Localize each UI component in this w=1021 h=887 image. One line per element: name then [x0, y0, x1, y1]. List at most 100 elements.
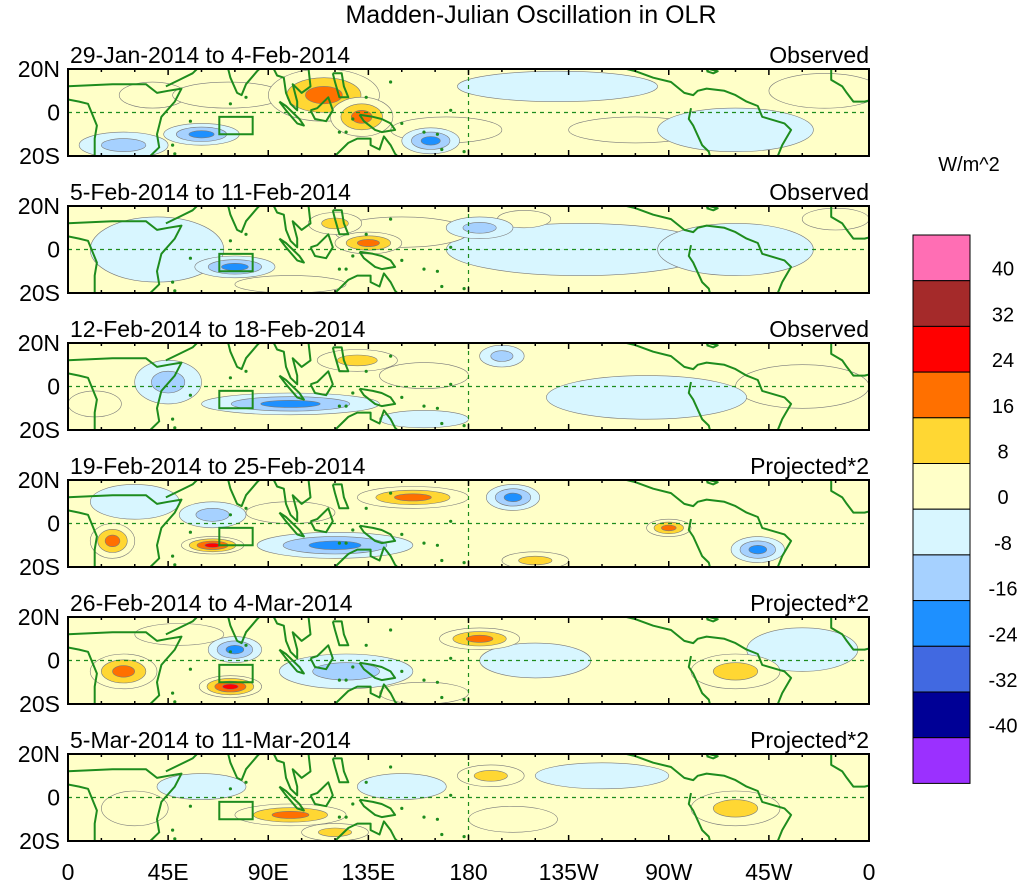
- island: [422, 541, 426, 545]
- coastline: [272, 206, 312, 249]
- coastline: [272, 343, 312, 386]
- status-label: Projected*2: [750, 590, 869, 616]
- island: [462, 698, 466, 702]
- island: [400, 806, 404, 811]
- x-tick-label: 135W: [539, 859, 599, 885]
- coastline: [333, 683, 399, 704]
- colorbar-swatch: [912, 645, 971, 693]
- period-label: 5-Mar-2014 to 11-Mar-2014: [70, 727, 351, 753]
- coastline: [358, 250, 397, 271]
- olr-anomaly-contour: [156, 773, 247, 800]
- island: [449, 108, 453, 112]
- island: [462, 424, 466, 428]
- olr-anomaly-contour: [661, 524, 677, 532]
- coastline: [165, 754, 199, 773]
- island: [364, 643, 368, 647]
- coastline: [622, 480, 793, 567]
- island: [364, 95, 368, 99]
- coastline: [687, 655, 711, 704]
- olr-anomaly-contour: [534, 762, 670, 790]
- island: [228, 376, 232, 380]
- index-box: [218, 526, 254, 547]
- olr-anomaly-contour: [462, 222, 497, 234]
- coastline: [333, 820, 399, 841]
- island: [244, 780, 248, 784]
- coastline: [226, 480, 261, 508]
- island: [351, 802, 355, 806]
- olr-anomaly-contour: [305, 86, 343, 105]
- coastline: [622, 343, 793, 430]
- coastline: [68, 783, 98, 841]
- olr-anomaly-contour: [748, 544, 767, 555]
- chart-title: Madden-Julian Oscillation in OLR: [345, 1, 716, 29]
- island: [351, 665, 355, 669]
- coastline: [165, 206, 199, 225]
- coastline: [68, 357, 183, 430]
- island: [389, 491, 393, 495]
- island: [422, 404, 426, 408]
- island: [188, 667, 192, 671]
- coastline: [165, 617, 199, 636]
- anomaly-field: [101, 762, 781, 841]
- island: [364, 232, 368, 236]
- island: [422, 815, 426, 819]
- island: [440, 147, 444, 152]
- olr-anomaly-contour: [112, 665, 136, 678]
- island: [400, 258, 404, 262]
- coastline: [68, 83, 183, 156]
- coastline: [622, 206, 793, 293]
- coastline: [687, 381, 711, 430]
- coastline: [309, 96, 334, 123]
- coastlines: [68, 617, 869, 704]
- y-tick-label: 0: [47, 374, 60, 400]
- island: [337, 267, 341, 271]
- island: [244, 232, 248, 236]
- coastline: [309, 507, 334, 534]
- coastline: [358, 798, 397, 819]
- coastline: [333, 409, 399, 430]
- period-label: 5-Feb-2014 to 11-Feb-2014: [70, 179, 351, 205]
- period-label: 26-Feb-2014 to 4-Mar-2014: [70, 590, 353, 616]
- island: [344, 541, 348, 545]
- island: [435, 543, 439, 547]
- colorbar-level-label: 8: [997, 442, 1008, 464]
- x-tick-marks: [67, 69, 870, 156]
- map-panel: 20N 0 20S 5-Mar-2014 to 11-Mar-2014 Projecte…: [18, 727, 870, 854]
- olr-anomaly-contour: [394, 493, 432, 502]
- coastline: [68, 768, 183, 841]
- island: [440, 558, 444, 563]
- island: [351, 254, 355, 258]
- map-panel: 20N 0 20S 5-Feb-2014 to 11-Feb-2014 Observed: [18, 179, 870, 306]
- island: [440, 284, 444, 289]
- olr-anomaly-contour: [379, 410, 469, 429]
- island: [228, 102, 232, 106]
- olr-anomaly-contour: [546, 375, 747, 420]
- coastline: [226, 343, 261, 371]
- colorbar-swatch: [912, 417, 971, 464]
- island: [422, 130, 426, 134]
- island: [188, 804, 192, 808]
- map-panel: 20N 0 20S 19-Feb-2014 to 25-Feb-2014 Project…: [18, 453, 870, 580]
- y-tick-label: 20S: [19, 417, 60, 443]
- olr-anomaly-contour: [225, 644, 245, 655]
- island: [228, 787, 232, 791]
- island: [389, 217, 393, 221]
- anomaly-field: [89, 484, 785, 567]
- x-tick-label: 0: [62, 859, 75, 885]
- olr-anomaly-contour: [101, 138, 147, 152]
- coastline: [226, 69, 261, 97]
- coastlines: [68, 480, 869, 567]
- island: [244, 369, 248, 373]
- coastline: [272, 480, 312, 523]
- colorbar-level-label: -24: [989, 624, 1018, 646]
- x-tick-label: 90E: [248, 859, 289, 885]
- island: [449, 793, 453, 797]
- olr-anomaly-contour: [101, 790, 169, 827]
- coastline: [272, 754, 312, 797]
- coastline: [687, 792, 711, 841]
- y-tick-label: 20N: [18, 467, 60, 493]
- coastline: [278, 785, 305, 812]
- colorbar-level-label: 16: [992, 396, 1014, 418]
- coastline: [358, 524, 397, 545]
